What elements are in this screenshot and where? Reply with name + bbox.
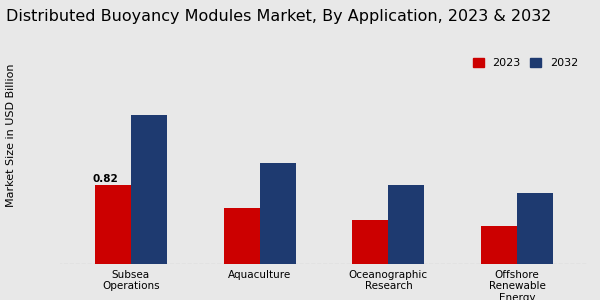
Bar [131,115,167,264]
Bar [260,163,296,264]
Legend: 2023, 2032: 2023, 2032 [468,54,583,73]
Text: Distributed Buoyancy Modules Market, By Application, 2023 & 2032: Distributed Buoyancy Modules Market, By … [6,9,551,24]
Bar [352,220,388,264]
Bar [517,193,553,264]
Text: Market Size in USD Billion: Market Size in USD Billion [6,63,16,207]
Bar [388,185,424,264]
Bar [95,185,131,264]
Text: 0.82: 0.82 [92,174,118,184]
Bar [481,226,517,264]
Bar [224,208,260,264]
